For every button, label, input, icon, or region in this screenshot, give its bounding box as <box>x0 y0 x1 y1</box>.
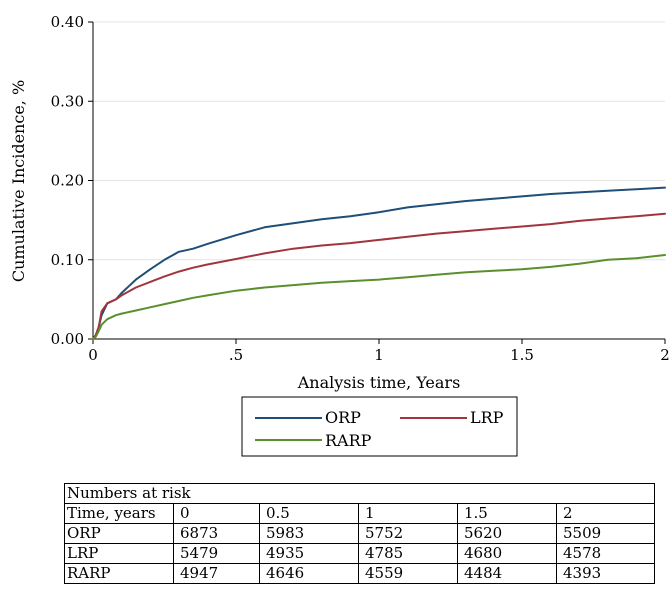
y-tick-label: 0.20 <box>51 172 84 190</box>
table-cell: 5752 <box>358 523 458 544</box>
header-cell: 0 <box>173 503 260 524</box>
header-cell: 1.5 <box>457 503 557 524</box>
row-label: ORP <box>64 523 174 544</box>
table-row: LRP 5479 4935 4785 4680 4578 <box>64 543 656 564</box>
table-cell: 5620 <box>457 523 557 544</box>
series-line-rarp <box>92 254 666 340</box>
table-cell: 4484 <box>457 563 557 584</box>
table-cell: 5509 <box>555 523 656 544</box>
table-cell: 4559 <box>358 563 458 584</box>
y-tick-label: 0.40 <box>51 13 84 31</box>
table-row: ORP 6873 5983 5752 5620 5509 <box>64 523 656 544</box>
header-cell: 1 <box>358 503 458 524</box>
header-cell: 0.5 <box>259 503 359 524</box>
table-cell: 4935 <box>259 543 359 564</box>
legend: ORP LRP RARP <box>241 396 518 457</box>
table-cell: 6873 <box>173 523 260 544</box>
table-cell: 4393 <box>555 563 656 584</box>
table-cell: 5479 <box>173 543 260 564</box>
table-title-row: Numbers at risk <box>63 483 656 504</box>
legend-label-orp: ORP <box>325 408 361 427</box>
table-row: RARP 4947 4646 4559 4484 4393 <box>64 563 656 584</box>
header-cell: Time, years <box>64 503 174 524</box>
y-tick-label: 0.00 <box>51 330 84 348</box>
table-cell: 4646 <box>259 563 359 584</box>
x-tick-label: .5 <box>229 346 243 364</box>
axis-ticks: 0.00 0.10 0.20 0.30 0.40 0 .5 1 1.5 2 <box>51 13 670 364</box>
numbers-at-risk-table: Numbers at risk Time, years 0 0.5 1 1.5 … <box>63 483 656 584</box>
cumulative-incidence-chart: 0.00 0.10 0.20 0.30 0.40 0 .5 1 1.5 2 Cumulative … <box>9 13 670 457</box>
header-cell: 2 <box>555 503 656 524</box>
legend-box <box>241 396 518 457</box>
legend-label-rarp: RARP <box>325 431 372 450</box>
x-tick-label: 2 <box>660 346 670 364</box>
table-cell: 4680 <box>457 543 557 564</box>
x-axis-title: Analysis time, Years <box>297 373 461 392</box>
legend-label-lrp: LRP <box>470 408 504 427</box>
table-title: Numbers at risk <box>63 483 656 504</box>
series-lines <box>92 186 666 340</box>
table-header-row: Time, years 0 0.5 1 1.5 2 <box>64 503 656 524</box>
table-cell: 4578 <box>555 543 656 564</box>
x-tick-label: 1.5 <box>510 346 534 364</box>
series-line-lrp <box>92 212 666 340</box>
gridlines <box>93 21 665 261</box>
table-cell: 4785 <box>358 543 458 564</box>
table-cell: 4947 <box>173 563 260 584</box>
y-axis-title: Cumulative Incidence, % <box>9 80 28 282</box>
table-cell: 5983 <box>259 523 359 544</box>
row-label: LRP <box>64 543 174 564</box>
row-label: RARP <box>64 563 174 584</box>
x-tick-label: 1 <box>374 346 384 364</box>
x-tick-label: 0 <box>88 346 98 364</box>
y-tick-label: 0.10 <box>51 251 84 269</box>
y-tick-label: 0.30 <box>51 92 84 110</box>
